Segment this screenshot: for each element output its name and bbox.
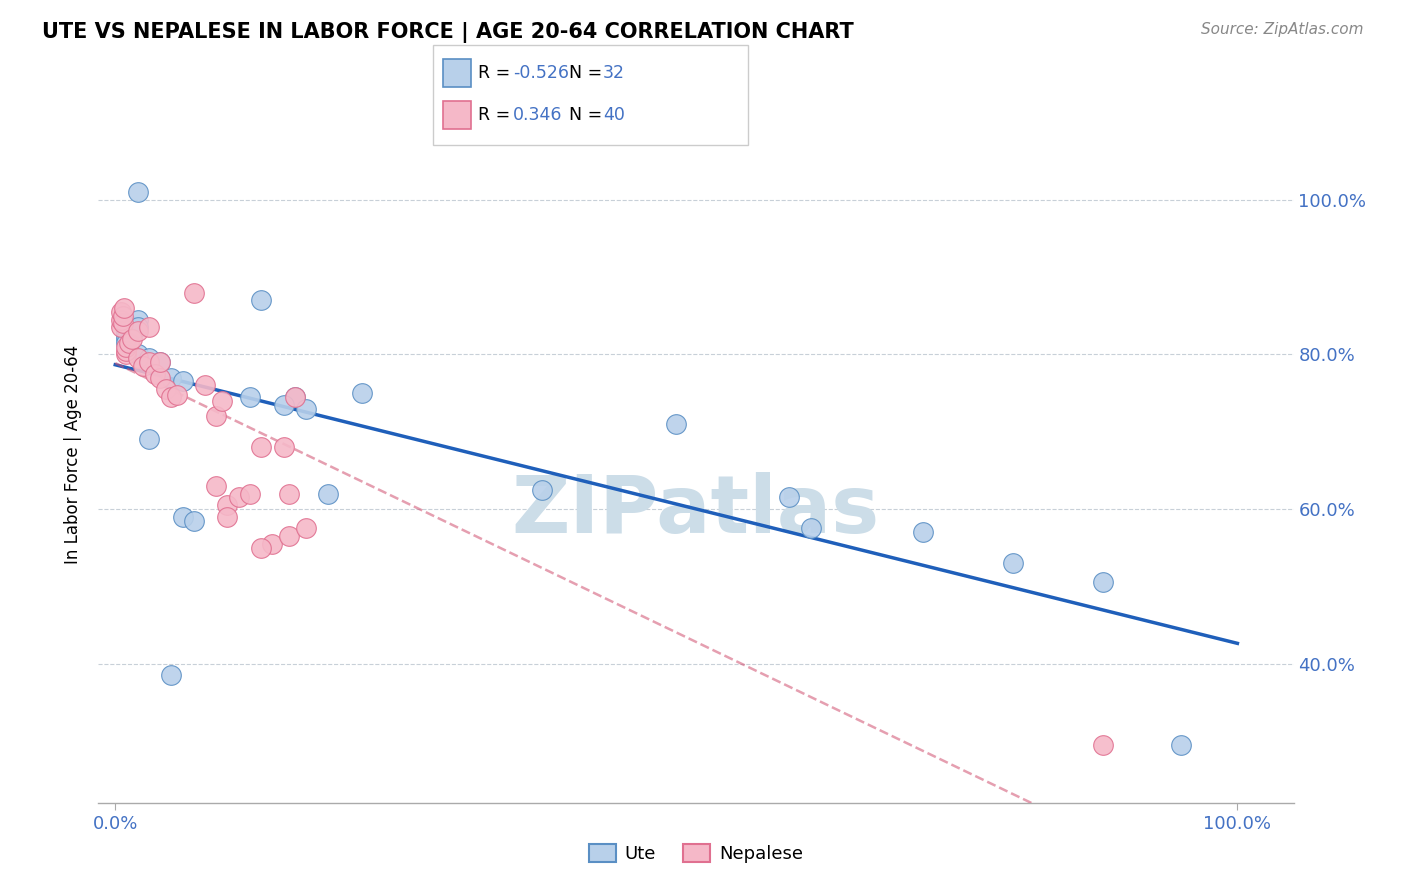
- Point: [110, 320, 132, 334]
- Point: [530, 483, 553, 497]
- Text: 40: 40: [603, 106, 626, 124]
- Point: [138, 355, 160, 369]
- Point: [110, 312, 132, 326]
- Point: [115, 343, 138, 358]
- Point: [284, 390, 307, 404]
- Point: [273, 440, 295, 454]
- Point: [1091, 575, 1114, 590]
- Point: [217, 509, 239, 524]
- Text: 0.346: 0.346: [513, 106, 562, 124]
- Point: [115, 335, 138, 350]
- Point: [1001, 556, 1024, 570]
- Point: [183, 514, 205, 528]
- Point: [149, 355, 172, 369]
- Point: [205, 479, 228, 493]
- Point: [250, 293, 273, 308]
- Point: [211, 393, 233, 408]
- Text: 32: 32: [603, 64, 626, 82]
- Point: [194, 378, 217, 392]
- Point: [318, 486, 340, 500]
- Point: [228, 491, 250, 505]
- Legend: Ute, Nepalese: Ute, Nepalese: [582, 837, 810, 871]
- Point: [172, 509, 194, 524]
- Point: [278, 486, 301, 500]
- Point: [149, 370, 172, 384]
- Point: [239, 390, 262, 404]
- Point: [295, 401, 318, 416]
- Point: [800, 521, 823, 535]
- Point: [778, 491, 800, 505]
- Point: [115, 347, 138, 361]
- Point: [138, 433, 160, 447]
- Text: N =: N =: [569, 106, 603, 124]
- Text: ZIPatlas: ZIPatlas: [512, 472, 880, 549]
- Point: [183, 285, 205, 300]
- Point: [149, 355, 172, 369]
- Point: [121, 332, 143, 346]
- Y-axis label: In Labor Force | Age 20-64: In Labor Force | Age 20-64: [65, 345, 83, 565]
- Point: [665, 417, 688, 431]
- Point: [127, 320, 149, 334]
- Text: R =: R =: [478, 106, 510, 124]
- Point: [284, 390, 307, 404]
- Point: [112, 301, 135, 315]
- Point: [172, 375, 194, 389]
- Text: -0.526: -0.526: [513, 64, 569, 82]
- Point: [112, 317, 135, 331]
- Point: [239, 486, 262, 500]
- Point: [278, 529, 301, 543]
- Point: [112, 309, 135, 323]
- Point: [127, 351, 149, 366]
- Point: [115, 317, 138, 331]
- Point: [166, 387, 188, 401]
- Point: [127, 185, 149, 199]
- Point: [352, 386, 374, 401]
- Point: [250, 440, 273, 454]
- Point: [138, 351, 160, 366]
- Point: [160, 668, 183, 682]
- Point: [115, 324, 138, 338]
- Point: [262, 537, 284, 551]
- Point: [115, 340, 138, 354]
- Point: [132, 359, 155, 373]
- Point: [127, 324, 149, 338]
- Point: [138, 320, 160, 334]
- Point: [115, 328, 138, 343]
- Point: [110, 305, 132, 319]
- Point: [160, 370, 183, 384]
- Point: [143, 367, 166, 381]
- Point: [127, 312, 149, 326]
- Point: [912, 525, 935, 540]
- Point: [250, 541, 273, 555]
- Point: [1170, 738, 1192, 752]
- Point: [160, 390, 183, 404]
- Point: [127, 347, 149, 361]
- Point: [217, 498, 239, 512]
- Point: [115, 332, 138, 346]
- Point: [1091, 738, 1114, 752]
- Point: [295, 521, 318, 535]
- Point: [273, 398, 295, 412]
- Text: N =: N =: [569, 64, 603, 82]
- Text: Source: ZipAtlas.com: Source: ZipAtlas.com: [1201, 22, 1364, 37]
- Text: UTE VS NEPALESE IN LABOR FORCE | AGE 20-64 CORRELATION CHART: UTE VS NEPALESE IN LABOR FORCE | AGE 20-…: [42, 22, 853, 44]
- Point: [155, 382, 177, 396]
- Point: [205, 409, 228, 424]
- Text: R =: R =: [478, 64, 510, 82]
- Point: [118, 335, 141, 350]
